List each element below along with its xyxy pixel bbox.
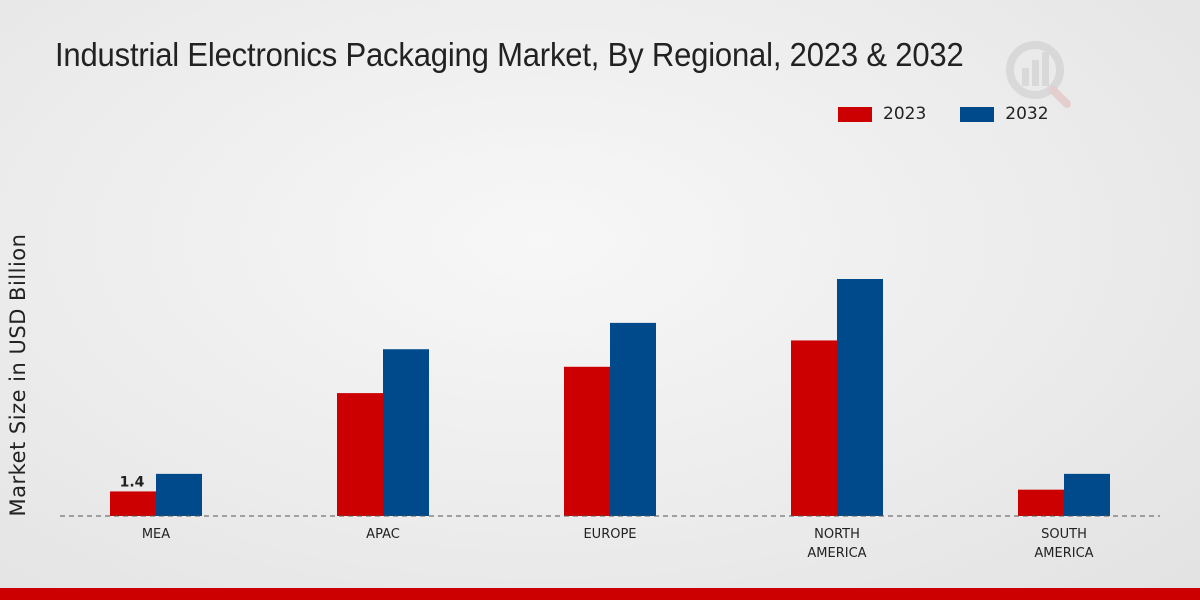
data-label: 1.4 (120, 474, 145, 490)
bar-2023-mea[interactable] (110, 491, 156, 516)
footer-accent-bar (0, 588, 1200, 600)
bar-2032-apac[interactable] (383, 349, 429, 516)
bar-2023-north-america[interactable] (791, 340, 837, 516)
brand-watermark-icon (1006, 41, 1071, 108)
x-tick-label: MEA (142, 527, 170, 542)
bar-2023-apac[interactable] (337, 393, 383, 516)
bar-2023-europe[interactable] (564, 366, 610, 516)
x-tick-label: EUROPE (583, 527, 636, 542)
legend-item-2032[interactable]: 2032 (960, 104, 1049, 124)
bar-2032-north-america[interactable] (837, 279, 883, 516)
legend-swatch-2032 (960, 106, 995, 122)
bar-2032-south-america[interactable] (1064, 473, 1110, 516)
x-tick-label: SOUTH AMERICA (1034, 527, 1093, 561)
bar-2032-mea[interactable] (156, 473, 202, 516)
legend-label-2032: 2032 (1005, 104, 1049, 124)
x-tick-label: APAC (366, 527, 400, 542)
legend-item-2023[interactable]: 2023 (838, 104, 926, 124)
x-tick-label: NORTH AMERICA (807, 527, 866, 561)
legend-label-2023: 2023 (883, 104, 927, 124)
chart-legend: 2023 2032 (838, 104, 1083, 124)
bar-2023-south-america[interactable] (1018, 489, 1064, 516)
chart-title: Industrial Electronics Packaging Market,… (55, 36, 964, 73)
legend-swatch-2023 (838, 106, 872, 122)
bar-2032-europe[interactable] (610, 322, 656, 516)
